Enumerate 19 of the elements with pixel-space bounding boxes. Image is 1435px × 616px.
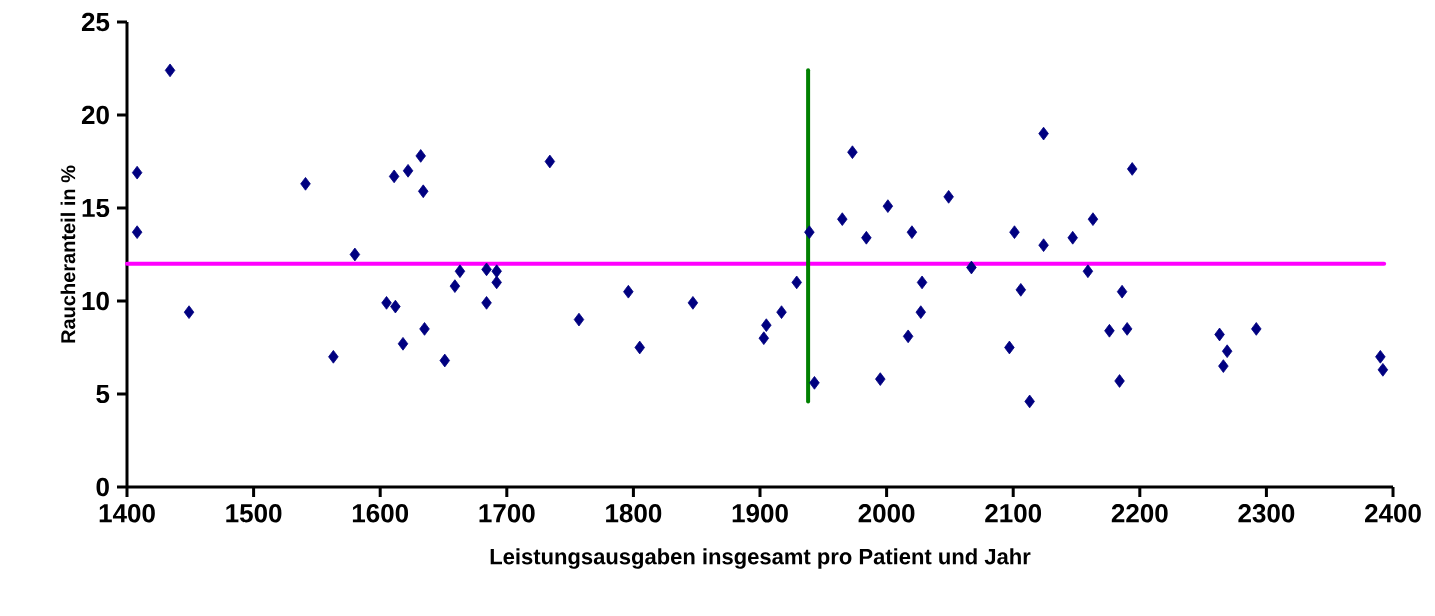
- y-tick-label: 0: [96, 477, 109, 497]
- y-tick-label: 5: [96, 384, 110, 404]
- x-tick-label: 2000: [858, 504, 915, 523]
- x-tick-label: 2100: [985, 504, 1042, 523]
- y-tick-label: 25: [81, 12, 110, 32]
- x-tick-label: 1900: [732, 504, 788, 523]
- x-tick-label: 1500: [226, 504, 282, 523]
- x-tick-label: 1600: [352, 504, 409, 523]
- x-tick-label: 1400: [99, 504, 155, 523]
- x-axis-title: Leistungsausgaben insgesamt pro Patient und Jahr: [490, 548, 1031, 569]
- y-tick-label: 10: [82, 291, 109, 311]
- y-tick-label: 20: [81, 105, 109, 125]
- x-tick-label: 2300: [1238, 504, 1295, 523]
- y-tick-label: 15: [82, 198, 110, 218]
- x-tick-label: 2400: [1365, 504, 1421, 523]
- x-tick-label: 2200: [1111, 504, 1168, 523]
- x-tick-label: 1800: [606, 504, 662, 523]
- x-tick-label: 1700: [479, 504, 535, 523]
- y-axis-title: Raucheranteil in %: [60, 165, 76, 343]
